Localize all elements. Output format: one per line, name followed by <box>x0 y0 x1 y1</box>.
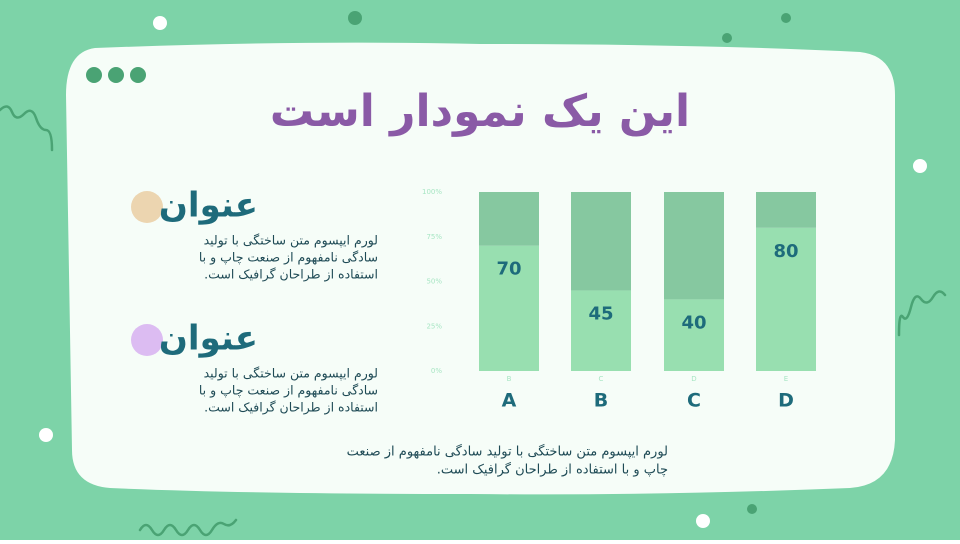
category-label: A <box>502 390 517 412</box>
value-label: 45 <box>588 303 613 324</box>
slide-title: این یک نمودار است <box>270 86 690 137</box>
card-dot <box>108 67 124 83</box>
dots <box>39 11 927 528</box>
squiggle <box>0 105 54 152</box>
dot <box>913 159 927 173</box>
category-label: C <box>687 390 701 412</box>
squiggles <box>0 105 947 537</box>
section-heading: عنوان <box>159 186 258 226</box>
y-tick-label: 0% <box>431 367 442 375</box>
bar-segment <box>571 192 631 291</box>
bar-segment <box>756 227 816 371</box>
category-label: B <box>594 390 608 412</box>
section-text: لورم ایپسوم متن ساختگی با تولید <box>204 233 378 249</box>
squiggle <box>138 518 238 537</box>
section-text: استفاده از طراحان گرافیک است. <box>204 400 378 416</box>
bar-segment <box>479 192 539 246</box>
x-tick-label: B <box>507 375 512 383</box>
dot <box>39 428 53 442</box>
section-marker <box>131 191 163 223</box>
bar-segment <box>571 290 631 371</box>
x-tick-label: E <box>784 375 788 383</box>
bar-segment <box>479 245 539 371</box>
bar-segment <box>664 192 724 300</box>
squiggle <box>897 290 947 337</box>
dot <box>781 13 791 23</box>
section-text: لورم ایپسوم متن ساختگی با تولید <box>204 366 378 382</box>
dot <box>348 11 362 25</box>
dot <box>153 16 167 30</box>
y-tick-label: 75% <box>426 233 442 241</box>
x-tick-label: D <box>691 375 696 383</box>
y-tick-label: 100% <box>422 188 442 196</box>
footer-text: چاپ و با استفاده از طراحان گرافیک است. <box>437 462 668 478</box>
bar-segment <box>664 299 724 371</box>
y-tick-label: 50% <box>426 278 442 286</box>
section-text: استفاده از طراحان گرافیک است. <box>204 267 378 283</box>
y-tick-label: 25% <box>426 322 442 330</box>
x-tick-label: C <box>599 375 604 383</box>
footer-text: لورم ایپسوم متن ساختگی با تولید سادگی نا… <box>347 444 668 460</box>
section-text: سادگی نامفهوم از صنعت چاپ و با <box>199 250 378 266</box>
bar-segment <box>756 192 816 228</box>
value-label: 70 <box>496 259 521 280</box>
value-label: 80 <box>773 241 798 262</box>
dot <box>696 514 710 528</box>
card-dot <box>130 67 146 83</box>
category-label: D <box>778 390 794 412</box>
section-marker <box>131 324 163 356</box>
section-text: سادگی نامفهوم از صنعت چاپ و با <box>199 383 378 399</box>
dot <box>722 33 732 43</box>
dot <box>747 504 757 514</box>
section-heading: عنوان <box>159 319 258 359</box>
card-dot <box>86 67 102 83</box>
value-label: 40 <box>681 312 706 333</box>
